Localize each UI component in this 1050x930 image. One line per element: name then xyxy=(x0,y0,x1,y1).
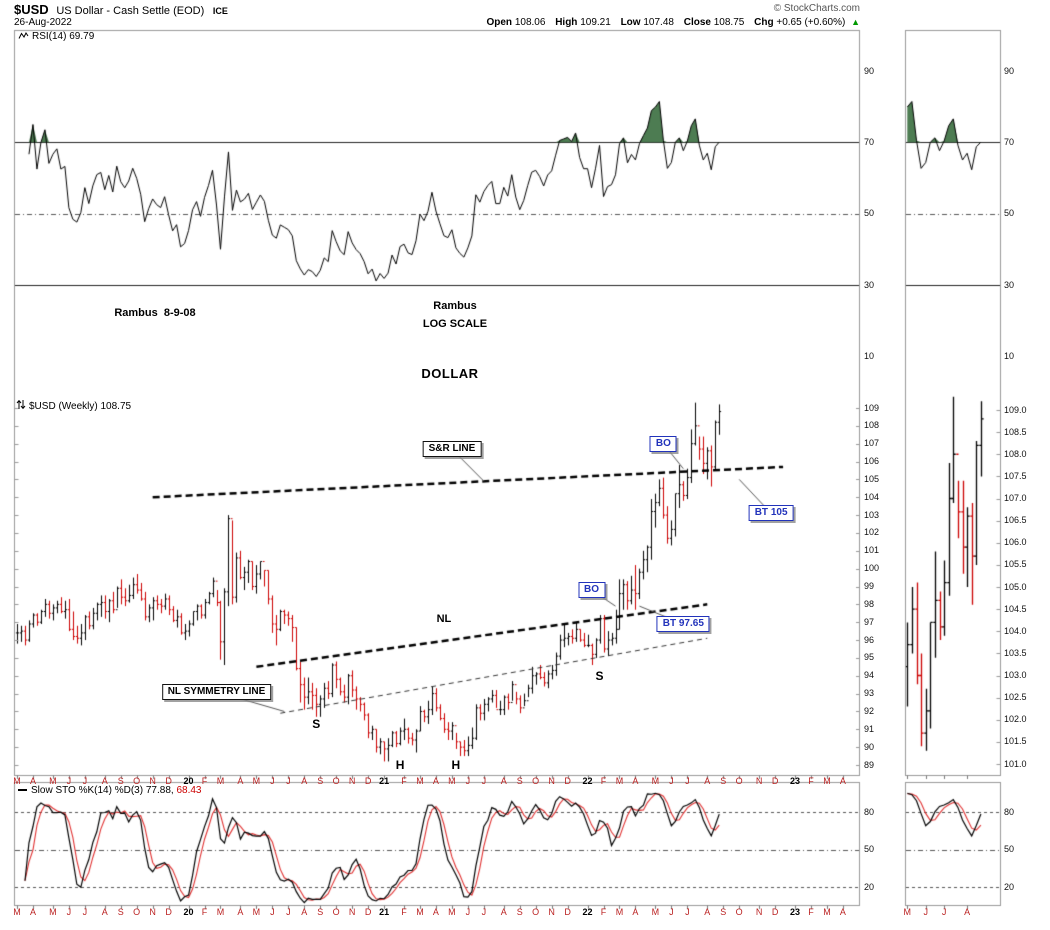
chart-description: US Dollar - Cash Settle (EOD) xyxy=(56,5,205,17)
annotation-log-scale: LOG SCALE xyxy=(422,318,488,330)
chg-value: +0.65 (+0.60%) xyxy=(776,17,846,28)
price-last-value: 108.75 xyxy=(100,401,132,412)
chart-date: 26-Aug-2022 xyxy=(14,17,72,28)
price-panel-label: $USD (Weekly) 108.75 xyxy=(16,399,131,412)
high-value: 109.21 xyxy=(580,17,611,28)
close-value: 108.75 xyxy=(713,17,745,28)
quote-summary: Open 108.06 High 109.21 Low 107.48 Close… xyxy=(479,17,860,28)
open-value: 108.06 xyxy=(514,17,546,28)
rsi-panel-label: RSI(14) 69.79 xyxy=(18,31,94,42)
sto-d-value: 68.43 xyxy=(176,785,202,796)
low-value: 107.48 xyxy=(643,17,674,28)
chg-label: Chg xyxy=(754,17,774,28)
sto-name: Slow STO %K(14) %D(3) xyxy=(31,785,144,796)
legend-dash-icon xyxy=(18,789,27,792)
chart-title: $USD US Dollar - Cash Settle (EOD) ICE xyxy=(14,2,228,17)
close-label: Close xyxy=(683,17,711,28)
price-series-name: $USD (Weekly) xyxy=(29,401,98,412)
exchange-label: ICE xyxy=(212,6,228,16)
high-label: High xyxy=(555,17,578,28)
low-label: Low xyxy=(620,17,641,28)
rsi-name: RSI(14) xyxy=(32,31,67,42)
annotation-dollar: DOLLAR xyxy=(421,366,479,381)
price-arrows-icon xyxy=(16,399,29,412)
chg-up-arrow-icon: ▲ xyxy=(851,17,860,27)
rsi-value: 69.79 xyxy=(69,31,95,42)
sto-panel-label: Slow STO %K(14) %D(3) 77.88, 68.43 xyxy=(18,785,201,796)
open-label: Open xyxy=(486,17,513,28)
copyright: © StockCharts.com xyxy=(773,3,860,14)
annotation-rambus: Rambus xyxy=(433,300,477,312)
indicator-line-icon xyxy=(18,31,32,42)
sto-k-value: 77.88, xyxy=(145,785,174,796)
symbol: $USD xyxy=(14,2,49,17)
annotation-credit: Rambus 8-9-08 xyxy=(114,307,196,319)
